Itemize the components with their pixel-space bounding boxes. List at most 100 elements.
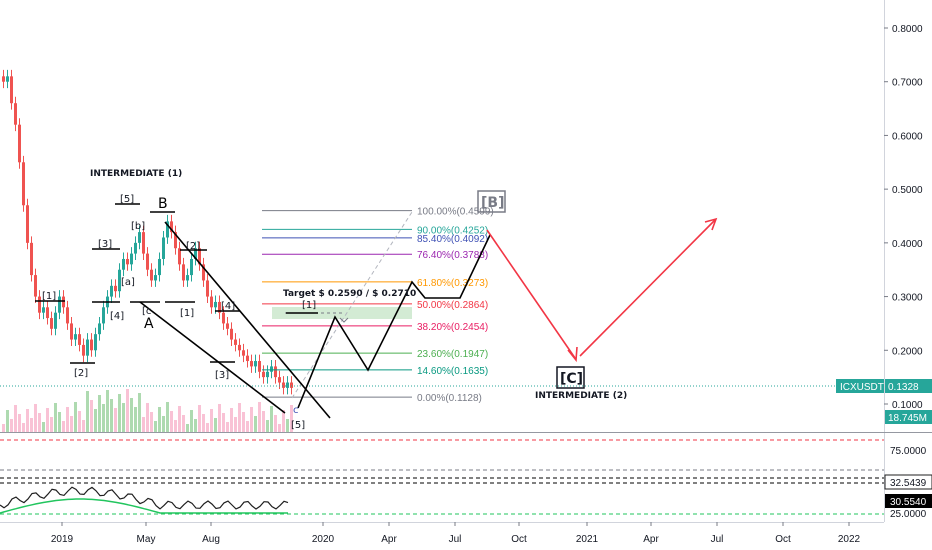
candle-body: [62, 296, 65, 308]
volume-bar: [2, 424, 5, 432]
volume-bar: [130, 398, 133, 432]
price-axis[interactable]: 0.8000 0.7000 0.6000 0.5000 0.4000 0.3000 0.20…: [884, 0, 923, 522]
candle-body: [6, 76, 9, 82]
volume-bar: [126, 389, 129, 432]
candle-body: [22, 162, 25, 206]
time-axis[interactable]: 2019 May Aug 2020 Apr Jul Oct 2021 Apr Jul Oct 2022: [51, 522, 861, 545]
candle-body: [118, 269, 121, 292]
candle-body: [86, 339, 89, 356]
volume-bar: [218, 404, 221, 432]
wave-label: [5]: [120, 194, 134, 205]
volume-bar: [114, 408, 117, 432]
time-tick-label: May: [137, 534, 156, 545]
volume-bar: [150, 412, 153, 432]
volume-bar: [286, 419, 289, 432]
time-tick-label: Oct: [511, 534, 527, 545]
volume-bar: [182, 415, 185, 432]
volume-bar: [26, 409, 29, 432]
oscillator-pane: [0, 439, 884, 515]
volume-bar: [10, 419, 13, 432]
volume-bar: [66, 407, 69, 432]
price-tick-label: 0.2000: [892, 346, 923, 357]
candle-body: [270, 366, 273, 372]
candle-body: [154, 275, 157, 281]
candle-body: [202, 264, 205, 281]
volume-bar: [6, 410, 9, 432]
volume-bar: [162, 416, 165, 432]
candle-body: [102, 307, 105, 324]
candle-body: [178, 248, 181, 265]
channel-upper: [164, 221, 331, 419]
volume-bar: [230, 408, 233, 432]
price-tick-label: 0.6000: [892, 131, 923, 142]
candle-body: [122, 258, 125, 270]
candle-body: [34, 275, 37, 297]
candle-body: [238, 344, 241, 351]
fib-level-label: 38.20%(0.2454): [417, 322, 488, 333]
candle-body: [130, 253, 133, 265]
volume-bar: [78, 411, 81, 432]
projection-path-red: [486, 217, 718, 363]
volume-bar: [274, 415, 277, 432]
wave-labels: [5] B [b] [3] [a] [1] [4] [c A [2] [2] […: [42, 194, 316, 431]
candle-body: [182, 264, 185, 281]
target-arrow-icon: [339, 317, 349, 323]
candle-body: [70, 323, 73, 340]
candle-body: [54, 312, 57, 329]
fib-level-label: 100.00%(0.4599): [417, 207, 494, 218]
last-price-tag: ICXUSDT 0.1328: [836, 379, 932, 393]
candle-body: [50, 318, 53, 329]
volume-bar: [38, 413, 41, 432]
volume-bar: [54, 403, 57, 432]
volume-bar: [290, 405, 293, 432]
time-tick-label: Jul: [711, 534, 724, 545]
candle-body: [158, 258, 161, 276]
volume-bar: [250, 407, 253, 432]
candle-body: [90, 339, 93, 351]
volume-bar: [214, 418, 217, 432]
candle-body: [254, 361, 257, 367]
candle-body: [66, 307, 69, 324]
wave-label: [5]: [291, 420, 305, 431]
time-tick-label: 2020: [312, 534, 335, 545]
svg-text:25.0000: 25.0000: [890, 509, 927, 520]
candle-body: [18, 124, 21, 163]
fibonacci-retracement[interactable]: 100.00%(0.4599) 90.00%(0.4252)85.40%(0.40…: [262, 207, 494, 404]
candle-body: [186, 275, 189, 281]
candles: [2, 69, 293, 395]
volume-bar: [102, 404, 105, 432]
volume-bar: [34, 404, 37, 432]
candle-body: [78, 334, 81, 345]
intermediate-2-label: INTERMEDIATE (2): [535, 391, 627, 401]
price-tick-label: 0.4000: [892, 239, 923, 250]
svg-text:75.0000: 75.0000: [890, 446, 927, 457]
time-tick-label: Apr: [643, 534, 659, 545]
volume-bar: [42, 422, 45, 432]
volume-bar: [62, 421, 65, 432]
volume-bar: [154, 421, 157, 432]
candle-body: [98, 323, 101, 335]
wave-label: [4]: [221, 301, 235, 312]
candle-body: [278, 377, 281, 383]
volume-bar: [22, 423, 25, 432]
fib-level-label: 14.60%(0.1635): [417, 366, 488, 377]
volume-bar: [90, 400, 93, 432]
candle-body: [290, 382, 293, 388]
volume-bar: [118, 394, 121, 432]
candle-body: [226, 323, 229, 329]
volume-bar: [254, 416, 257, 432]
wave-label: [3]: [215, 370, 229, 381]
candle-body: [26, 205, 29, 243]
wave-label: A: [144, 316, 154, 332]
time-tick-label: 2019: [51, 534, 74, 545]
volume-bar: [226, 422, 229, 432]
candle-body: [14, 103, 17, 125]
candle-body: [150, 269, 153, 281]
candle-body: [190, 258, 193, 276]
volume-bar: [246, 421, 249, 432]
wave-label: B: [158, 196, 168, 212]
price-tick-label: 0.3000: [892, 293, 923, 304]
wave-b-big-box: [477, 190, 506, 213]
candle-body: [218, 301, 221, 313]
